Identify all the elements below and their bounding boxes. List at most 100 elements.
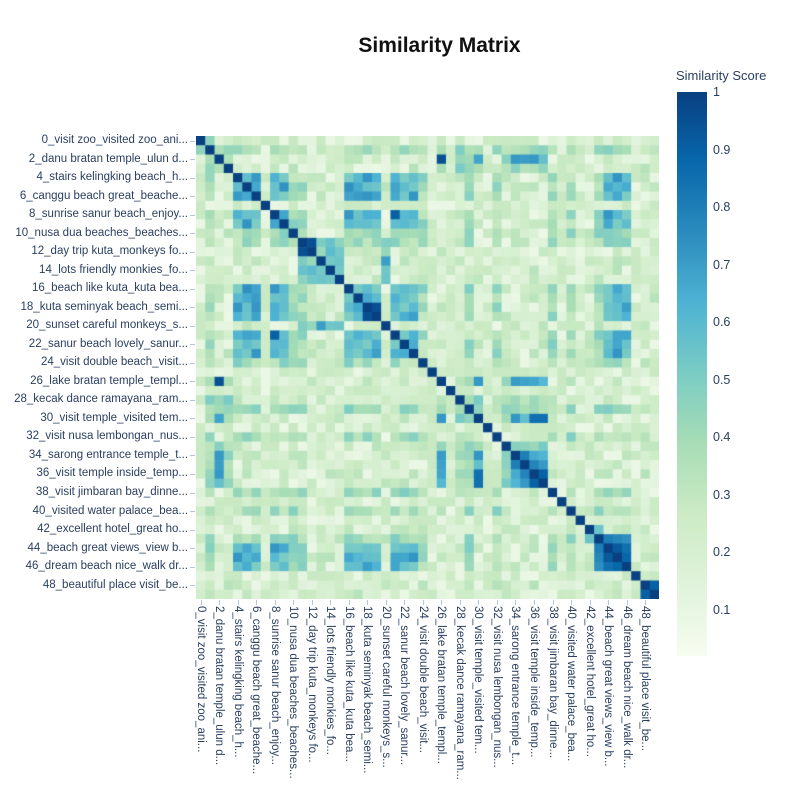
y-tick-label: 4_stairs kelingking beach_h... bbox=[36, 171, 188, 184]
x-tick-label: 48_beautiful place visit_be... bbox=[639, 606, 652, 752]
x-tick-label: 42_excellent hotel_great ho... bbox=[583, 606, 596, 757]
colorbar-gradient bbox=[677, 92, 707, 656]
colorbar-tick-label: 0.8 bbox=[713, 200, 731, 215]
x-tick-label: 4_stairs kelingking beach_h... bbox=[231, 606, 244, 758]
x-axis-tick-mark bbox=[459, 600, 461, 605]
x-tick-label: 44_beach great views_view b... bbox=[602, 606, 615, 767]
y-axis-tick-mark bbox=[190, 251, 195, 253]
y-tick-label: 22_sanur beach lovely_sanur... bbox=[28, 337, 188, 350]
colorbar-title: Similarity Score bbox=[676, 68, 767, 83]
y-axis-tick-mark bbox=[190, 455, 195, 457]
y-axis-tick-mark bbox=[190, 307, 195, 309]
y-axis-tick-mark bbox=[190, 585, 195, 587]
y-axis-tick-mark bbox=[190, 436, 195, 438]
x-tick-label: 10_nusa dua beaches_beaches... bbox=[287, 606, 300, 779]
y-tick-label: 14_lots friendly monkies_fo... bbox=[39, 263, 188, 276]
y-tick-label: 48_beautiful place visit_be... bbox=[42, 578, 188, 591]
y-tick-label: 24_visit double beach_visit... bbox=[40, 356, 188, 369]
x-axis-tick-mark bbox=[515, 600, 517, 605]
x-axis-tick-mark bbox=[256, 600, 258, 605]
y-axis-tick-mark bbox=[190, 140, 195, 142]
x-axis-tick-mark bbox=[533, 600, 535, 605]
y-tick-label: 46_dream beach nice_walk dr... bbox=[25, 560, 188, 573]
x-tick-label: 24_visit double beach_visit... bbox=[416, 606, 429, 754]
y-axis-tick-mark bbox=[190, 270, 195, 272]
x-axis-tick-mark bbox=[348, 600, 350, 605]
x-axis-tick-mark bbox=[441, 600, 443, 605]
y-tick-label: 10_nusa dua beaches_beaches... bbox=[15, 226, 188, 239]
x-tick-label: 40_visited water palace_bea... bbox=[565, 606, 578, 762]
x-tick-label: 46_dream beach nice_walk dr... bbox=[620, 606, 633, 769]
x-axis-tick-mark bbox=[293, 600, 295, 605]
y-tick-label: 0_visit zoo_visited zoo_ani... bbox=[41, 134, 188, 147]
y-tick-label: 36_visit temple inside_temp... bbox=[36, 467, 189, 480]
colorbar-tick-label: 0.1 bbox=[713, 602, 731, 617]
y-tick-label: 34_sarong entrance temple_t... bbox=[28, 448, 188, 461]
y-axis-tick-mark bbox=[190, 399, 195, 401]
colorbar-tick-label: 0.2 bbox=[713, 545, 731, 560]
x-axis-tick-mark bbox=[237, 600, 239, 605]
chart-title: Similarity Matrix bbox=[358, 34, 521, 57]
y-axis-tick-mark bbox=[190, 196, 195, 198]
y-tick-label: 16_beach like kuta_kuta bea... bbox=[31, 282, 188, 295]
x-axis-tick-mark bbox=[571, 600, 573, 605]
y-tick-label: 20_sunset careful monkeys_s... bbox=[26, 319, 188, 332]
x-tick-label: 2_danu bratan temple_ulun d... bbox=[213, 606, 226, 766]
heatmap-canvas[interactable] bbox=[196, 136, 659, 599]
y-tick-label: 12_day trip kuta_monkeys fo... bbox=[31, 245, 188, 258]
x-axis-tick-mark bbox=[608, 600, 610, 605]
x-axis-tick-mark bbox=[200, 600, 202, 605]
x-axis-tick-mark bbox=[367, 600, 369, 605]
y-axis-tick-mark bbox=[190, 325, 195, 327]
colorbar-tick-label: 0.5 bbox=[713, 372, 731, 387]
x-axis-tick-mark bbox=[496, 600, 498, 605]
x-tick-label: 20_sunset careful monkeys_s... bbox=[379, 606, 392, 768]
x-axis-tick-mark bbox=[645, 600, 647, 605]
y-tick-label: 8_sunrise sanur beach_enjoy... bbox=[29, 208, 188, 221]
y-tick-label: 18_kuta seminyak beach_semi... bbox=[20, 300, 188, 313]
x-tick-label: 14_lots friendly monkies_fo... bbox=[324, 606, 337, 755]
x-tick-label: 18_kuta seminyak beach_semi... bbox=[361, 606, 374, 774]
x-axis-tick-mark bbox=[552, 600, 554, 605]
x-axis-tick-mark bbox=[589, 600, 591, 605]
x-axis-tick-mark bbox=[311, 600, 313, 605]
y-tick-label: 28_kecak dance ramayana_ram... bbox=[14, 393, 188, 406]
y-axis-tick-mark bbox=[190, 159, 195, 161]
y-axis-tick-mark bbox=[190, 566, 195, 568]
x-axis-tick-mark bbox=[422, 600, 424, 605]
x-axis-tick-mark bbox=[274, 600, 276, 605]
y-axis-tick-mark bbox=[190, 233, 195, 235]
x-tick-label: 8_sunrise sanur beach_enjoy... bbox=[268, 606, 281, 765]
y-axis-tick-mark bbox=[190, 362, 195, 364]
x-axis-tick-mark bbox=[404, 600, 406, 605]
y-axis-tick-mark bbox=[190, 214, 195, 216]
x-tick-label: 0_visit zoo_visited zoo_ani... bbox=[194, 606, 207, 753]
x-axis-tick-mark bbox=[478, 600, 480, 605]
colorbar-tick-label: 1 bbox=[713, 85, 720, 99]
x-tick-label: 12_day trip kuta_monkeys fo... bbox=[305, 606, 318, 763]
y-axis-tick-mark bbox=[190, 511, 195, 513]
x-tick-label: 38_visit jimbaran bay_dinne... bbox=[546, 606, 559, 759]
x-tick-label: 26_lake bratan temple_templ... bbox=[435, 606, 448, 764]
y-axis-tick-mark bbox=[190, 529, 195, 531]
x-tick-label: 30_visit temple_visited tem... bbox=[472, 606, 485, 754]
x-axis-tick-mark bbox=[385, 600, 387, 605]
x-axis-tick-mark bbox=[626, 600, 628, 605]
y-tick-label: 38_visit jimbaran bay_dinne... bbox=[35, 486, 188, 498]
y-tick-label: 32_visit nusa lembongan_nus... bbox=[26, 430, 188, 443]
colorbar-tick-label: 0.9 bbox=[713, 142, 731, 157]
y-tick-label: 6_canggu beach great_beache... bbox=[19, 189, 188, 202]
y-axis-tick-mark bbox=[190, 344, 195, 346]
y-tick-label: 42_excellent hotel_great ho... bbox=[37, 523, 188, 536]
y-axis-tick-mark bbox=[190, 548, 195, 550]
y-tick-label: 44_beach great views_view b... bbox=[27, 541, 188, 554]
x-tick-label: 28_kecak dance ramayana_ram... bbox=[453, 606, 466, 780]
y-axis-tick-mark bbox=[190, 288, 195, 290]
x-tick-label: 32_visit nusa lembongan_nus... bbox=[490, 606, 503, 768]
y-axis-tick-mark bbox=[190, 177, 195, 179]
colorbar-tick-label: 0.4 bbox=[713, 430, 731, 445]
y-tick-label: 26_lake bratan temple_templ... bbox=[30, 374, 188, 387]
x-tick-label: 16_beach like kuta_kuta bea... bbox=[342, 606, 355, 763]
y-tick-label: 30_visit temple_visited tem... bbox=[40, 411, 188, 424]
colorbar-tick-label: 0.3 bbox=[713, 487, 731, 502]
